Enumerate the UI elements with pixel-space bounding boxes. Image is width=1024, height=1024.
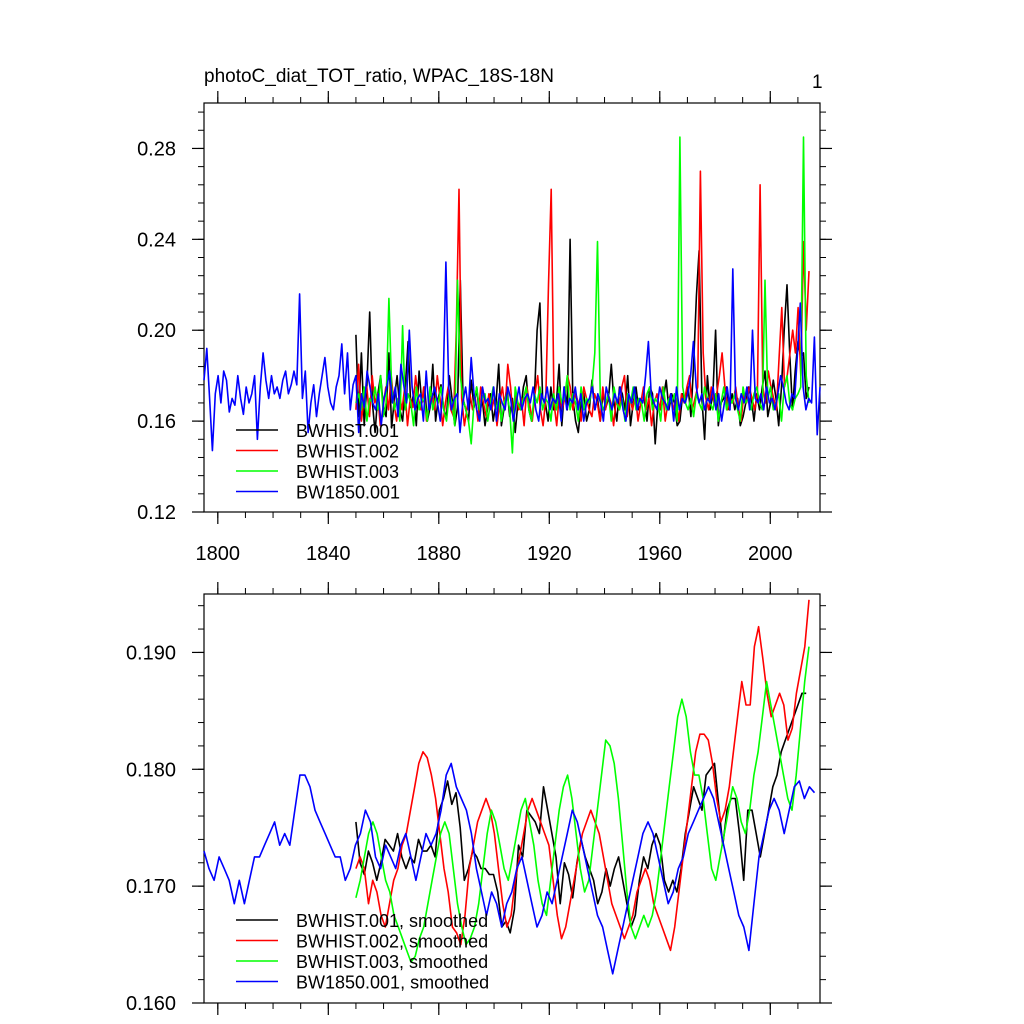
y-tick-label: 0.20 bbox=[137, 320, 176, 342]
legend-label: BWHIST.003, smoothed bbox=[296, 952, 488, 972]
y-tick-label: 0.24 bbox=[137, 229, 176, 251]
series-line-bw1850-001 bbox=[203, 261, 821, 452]
legend-label: BWHIST.002, smoothed bbox=[296, 932, 488, 952]
panel-label: 1 bbox=[812, 72, 823, 93]
y-tick-label: 0.28 bbox=[137, 138, 176, 160]
series-line-bwhist-002-smoothed bbox=[355, 599, 810, 952]
x-tick-label: 1840 bbox=[306, 543, 351, 565]
y-tick-label: 0.180 bbox=[126, 759, 176, 781]
y-tick-label: 0.160 bbox=[126, 993, 176, 1015]
y-tick-label: 0.12 bbox=[137, 502, 176, 524]
legend-label: BWHIST.002 bbox=[296, 442, 399, 462]
bottom-panel-smoothed: 0.160 0.170 0.180 0.190 BWHIST.001, smoothed… bbox=[126, 582, 832, 1015]
x-tick-label: 2000 bbox=[748, 543, 793, 565]
plot-frame bbox=[203, 102, 821, 513]
x-tick-label: 1960 bbox=[638, 543, 683, 565]
legend-label: BW1850.001, smoothed bbox=[296, 973, 489, 993]
y-tick-label: 0.16 bbox=[137, 411, 176, 433]
legend-label: BW1850.001 bbox=[296, 483, 400, 503]
x-tick-label: 1880 bbox=[417, 543, 462, 565]
legend-label: BWHIST.003 bbox=[296, 462, 399, 482]
series-line-bw1850-001-smoothed bbox=[203, 762, 816, 975]
legend-label: BWHIST.001 bbox=[296, 421, 399, 441]
y-tick-label: 0.190 bbox=[126, 642, 176, 664]
y-tick-label: 0.170 bbox=[126, 876, 176, 898]
series-line-bwhist-002 bbox=[355, 170, 810, 427]
legend-label: BWHIST.001, smoothed bbox=[296, 911, 488, 931]
x-tick-label: 1920 bbox=[527, 543, 572, 565]
series-line-bwhist-001-smoothed bbox=[355, 692, 807, 934]
plot-frame bbox=[203, 593, 821, 1004]
series-line-bwhist-003-smoothed bbox=[355, 646, 810, 963]
top-panel-timeseries: photoC_diat_TOT_ratio, WPAC_18S-18N 1 0.… bbox=[137, 66, 832, 565]
x-tick-label: 1800 bbox=[196, 543, 241, 565]
chart-title: photoC_diat_TOT_ratio, WPAC_18S-18N bbox=[204, 66, 554, 87]
